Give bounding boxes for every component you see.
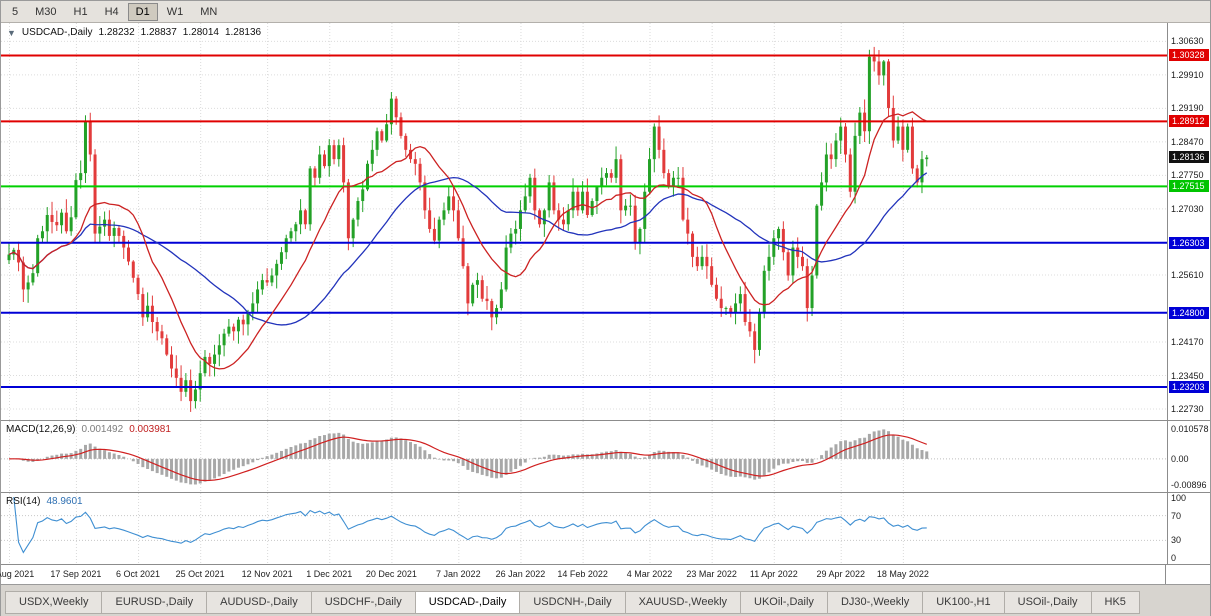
price-scale-label: 1.30630 [1171, 36, 1204, 47]
chart-tab-hk5[interactable]: HK5 [1090, 590, 1140, 614]
ohlc-low: 1.28014 [182, 27, 219, 38]
chart-tab-usdcad-daily[interactable]: USDCAD-,Daily [414, 590, 520, 614]
timeframe-button-mn[interactable]: MN [200, 5, 218, 18]
macd-chart-canvas[interactable] [1, 421, 1167, 492]
rsi-header: RSI(14) 48.9601 [6, 496, 83, 507]
chart-tabs-bar: USDX,Weekly EURUSD-,Daily AUDUSD-,Daily USD… [1, 584, 1210, 616]
macd-scale-axis[interactable]: 0.010578 0.00 -0.00896 [1167, 421, 1210, 492]
date-label: 20 Dec 2021 [365, 569, 417, 579]
ohlc-open: 1.28232 [98, 27, 135, 38]
time-axis[interactable]: 30 Aug 2021 17 Sep 2021 6 Oct 2021 25 Oct 2… [0, 565, 1165, 584]
date-label: 30 Aug 2021 [0, 569, 35, 579]
date-label: 6 Oct 2021 [116, 569, 161, 579]
chart-tab-ukoil-daily[interactable]: UKOil-,Daily [740, 590, 827, 614]
price-chart-plot[interactable]: ▼ USDCAD-,Daily 1.28232 1.28837 1.28014 … [1, 23, 1167, 420]
rsi-scale-axis[interactable]: 100 70 30 0 [1167, 493, 1210, 564]
price-scale-label: 1.25610 [1171, 270, 1204, 280]
rsi-scale-label: 70 [1171, 510, 1182, 521]
timeframe-button-h4[interactable]: H4 [104, 5, 119, 18]
rsi-value: 48.9601 [46, 496, 83, 507]
date-label: 17 Sep 2021 [50, 569, 102, 579]
time-axis-row: 30 Aug 2021 17 Sep 2021 6 Oct 2021 25 Oct 2… [0, 564, 1210, 584]
chart-tab-usdcnh-daily[interactable]: USDCNH-,Daily [519, 590, 625, 614]
price-scale-label: 1.22730 [1171, 404, 1204, 415]
price-badge: 1.28912 [1169, 115, 1209, 128]
rsi-scale-label: 0 [1171, 553, 1177, 563]
rsi-panel: RSI(14) 48.9601 100 70 30 0 [1, 492, 1210, 564]
price-scale-axis[interactable]: 1.30630 1.29910 1.29190 1.28470 1.27750 1.270… [1167, 23, 1210, 420]
timeframe-button-5[interactable]: 5 [12, 5, 19, 18]
price-badge: 1.26303 [1169, 236, 1209, 249]
price-scale-label: 1.24170 [1171, 337, 1204, 347]
date-label: 25 Oct 2021 [175, 569, 225, 579]
candlestick-chart-canvas[interactable] [1, 23, 1167, 420]
timeframe-toolbar: 5 M30 H1 H4 D1 W1 MN [1, 1, 1210, 23]
chart-tab-usdx-weekly[interactable]: USDX,Weekly [5, 590, 102, 614]
price-scale-label: 1.27030 [1171, 203, 1204, 214]
date-label: 29 Apr 2022 [816, 569, 865, 579]
rsi-scale-label: 100 [1171, 493, 1187, 503]
date-label: 26 Jan 2022 [495, 569, 546, 579]
price-badge: 1.23203 [1169, 381, 1209, 393]
macd-scale-label: -0.00896 [1171, 479, 1207, 490]
price-scale-label: 1.23450 [1171, 370, 1204, 381]
chart-tab-eurusd-daily[interactable]: EURUSD-,Daily [101, 590, 207, 614]
chart-tab-usdchf-daily[interactable]: USDCHF-,Daily [310, 590, 415, 614]
timeframe-button-d1[interactable]: D1 [127, 2, 158, 21]
price-scale-label: 1.28470 [1171, 136, 1204, 147]
rsi-plot[interactable]: RSI(14) 48.9601 [1, 493, 1167, 564]
date-label: 14 Feb 2022 [557, 569, 608, 579]
main-chart-panel: ▼ USDCAD-,Daily 1.28232 1.28837 1.28014 … [1, 23, 1210, 420]
rsi-label: RSI(14) [6, 496, 41, 507]
time-axis-corner [1165, 565, 1210, 584]
date-label: 11 Apr 2022 [749, 569, 798, 579]
timeframe-button-w1[interactable]: W1 [166, 5, 184, 18]
date-label: 23 Mar 2022 [686, 569, 737, 579]
date-label: 18 May 2022 [876, 569, 929, 579]
chart-symbol-title: USDCAD-,Daily [21, 27, 93, 38]
macd-panel: MACD(12,26,9) 0.001492 0.003981 0.010578… [1, 420, 1210, 492]
price-badge: 1.24800 [1169, 306, 1209, 319]
price-badge: 1.27515 [1169, 180, 1209, 193]
rsi-scale-label: 30 [1171, 535, 1182, 546]
chart-tab-uk100-h1[interactable]: UK100-,H1 [922, 590, 1004, 614]
price-badge: 1.30328 [1169, 49, 1209, 62]
chart-tab-xauusd-weekly[interactable]: XAUUSD-,Weekly [624, 590, 741, 614]
macd-scale-label: 0.010578 [1171, 423, 1209, 434]
date-label: 7 Jan 2022 [436, 569, 481, 579]
price-scale-label: 1.27750 [1171, 170, 1204, 181]
price-scale-label: 1.29190 [1171, 103, 1204, 114]
chart-tab-audusd-daily[interactable]: AUDUSD-,Daily [206, 590, 311, 614]
price-badge: 1.28136 [1169, 151, 1209, 164]
chart-tab-dj30-weekly[interactable]: DJ30-,Weekly [826, 590, 923, 614]
ohlc-high: 1.28837 [140, 27, 177, 38]
one-click-trading-arrow[interactable]: ▼ [7, 27, 16, 38]
macd-scale-label: 0.00 [1171, 453, 1189, 464]
timeframe-button-h1[interactable]: H1 [73, 5, 88, 18]
rsi-chart-canvas[interactable] [1, 493, 1167, 564]
chart-header: ▼ USDCAD-,Daily 1.28232 1.28837 1.28014 … [7, 27, 261, 38]
date-label: 4 Mar 2022 [626, 569, 673, 579]
chart-tab-usoil-daily[interactable]: USOil-,Daily [1003, 590, 1091, 614]
date-label: 1 Dec 2021 [306, 569, 353, 579]
macd-plot[interactable]: MACD(12,26,9) 0.001492 0.003981 [1, 421, 1167, 492]
macd-header: MACD(12,26,9) 0.001492 0.003981 [6, 424, 171, 435]
timeframe-button-m30[interactable]: M30 [35, 5, 57, 18]
ohlc-close: 1.28136 [224, 27, 262, 38]
macd-value-signal: 0.003981 [129, 424, 171, 435]
macd-label: MACD(12,26,9) [6, 424, 76, 435]
price-scale-label: 1.29910 [1171, 69, 1204, 80]
date-label: 12 Nov 2021 [241, 569, 293, 579]
macd-value-main: 0.001492 [81, 424, 124, 435]
